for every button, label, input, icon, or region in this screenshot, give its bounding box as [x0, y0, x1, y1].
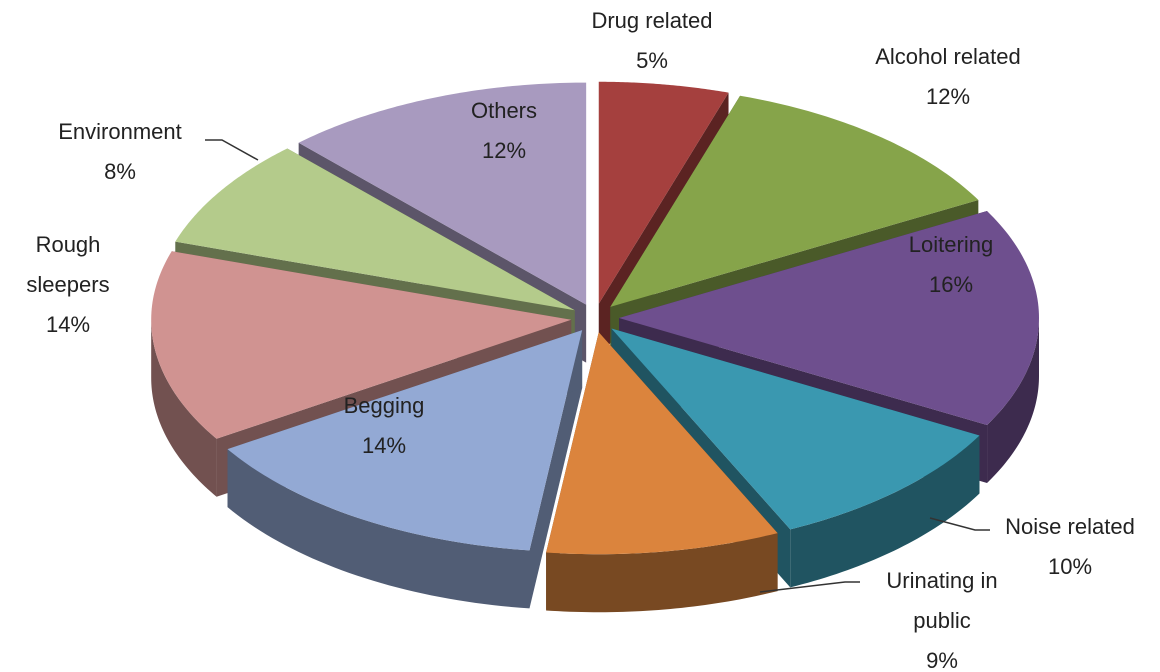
slice-top: [298, 82, 587, 305]
category-label: Drug related: [591, 8, 712, 33]
value-label: 12%: [926, 84, 970, 109]
slice-top: [611, 328, 980, 530]
label-line: sleepers: [26, 272, 109, 297]
slice-top: [175, 148, 575, 311]
value-label: 9%: [926, 648, 958, 672]
slice-wall: [790, 435, 980, 588]
slice-top: [610, 95, 979, 307]
slice: [227, 330, 583, 609]
slice: [546, 332, 778, 613]
category-label: Alcohol related: [875, 44, 1021, 69]
label-line: Rough: [36, 232, 101, 257]
slice-top: [598, 81, 729, 304]
value-label: 5%: [636, 48, 668, 73]
leader-line: [929, 517, 990, 531]
category-label: Urinating in public: [886, 568, 997, 633]
leader-line: [205, 139, 259, 161]
slice-top: [619, 211, 1039, 425]
value-label: 14%: [362, 433, 406, 458]
category-label: Noise related: [1005, 514, 1135, 539]
slice-top: [546, 332, 778, 555]
leader-line: [759, 581, 860, 593]
slice-wall: [546, 533, 778, 613]
value-label: 12%: [482, 138, 526, 163]
slice-side: [529, 330, 583, 609]
value-label: 10%: [1048, 554, 1092, 579]
label-line: Urinating in: [886, 568, 997, 593]
slice-top: [227, 330, 583, 551]
category-label: Loitering: [909, 232, 993, 257]
slice-wall: [151, 319, 217, 497]
labels: Drug related 5% Alcohol related 12% Loiterin…: [26, 8, 1134, 672]
label-line: public: [913, 608, 970, 633]
value-label: 8%: [104, 159, 136, 184]
category-label: Begging: [344, 393, 425, 418]
category-label: Environment: [58, 119, 182, 144]
slices: [151, 81, 1039, 613]
value-label: 16%: [929, 272, 973, 297]
value-label: 14%: [46, 312, 90, 337]
slice-top: [151, 251, 572, 439]
slice-wall: [227, 449, 530, 609]
category-label: Others: [471, 98, 537, 123]
slice-wall: [987, 318, 1039, 483]
category-label: Rough sleepers: [26, 232, 109, 297]
